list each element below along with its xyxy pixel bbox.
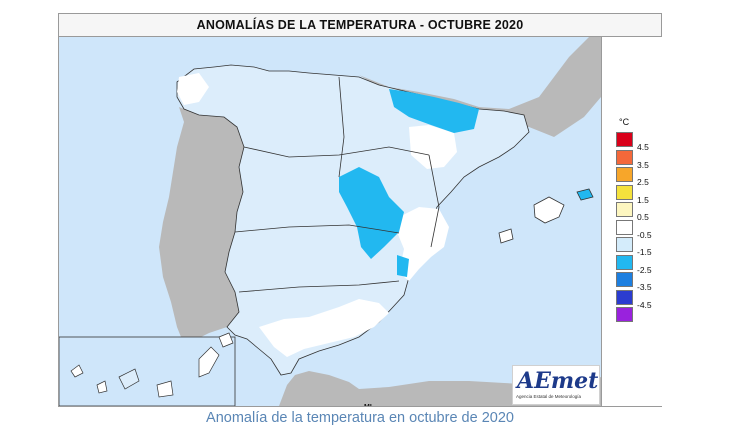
legend-swatch (616, 307, 633, 322)
legend-label: 3.5 (637, 159, 649, 170)
legend-label: 2.5 (637, 177, 649, 187)
map-area: MI AEmet Agencia Estatal de Meteorología (59, 37, 601, 406)
legend-unit: °C (619, 117, 630, 127)
legend-swatch (616, 184, 633, 200)
map-frame: ANOMALÍAS DE LA TEMPERATURA - OCTUBRE 20… (58, 13, 662, 407)
strong-anomaly-spot (397, 255, 409, 277)
legend-label: -0.5 (637, 229, 652, 240)
legend-label: 1.5 (637, 194, 649, 205)
legend-swatch (616, 167, 633, 182)
melilla-label: MI (364, 404, 372, 406)
legend-label: 4.5 (637, 142, 649, 152)
map-title: ANOMALÍAS DE LA TEMPERATURA - OCTUBRE 20… (59, 14, 661, 37)
canary-island-4 (156, 380, 174, 398)
portugal-land (159, 107, 244, 339)
aemet-logo: AEmet Agencia Estatal de Meteorología (512, 365, 600, 405)
ibiza (498, 228, 514, 244)
aemet-logo-subtitle: Agencia Estatal de Meteorología (516, 394, 582, 399)
region-border-4 (338, 76, 345, 178)
legend-swatch (616, 149, 633, 165)
legend-label: -3.5 (637, 282, 652, 292)
menorca (576, 188, 594, 201)
canary-island-3 (118, 368, 140, 390)
neutral-zone-south (259, 299, 389, 357)
canary-island-1 (70, 364, 84, 378)
canary-island-2 (96, 380, 108, 394)
neutral-zone-ebro (409, 125, 457, 169)
legend-swatch (616, 289, 633, 305)
aemet-logo-text: AEmet (517, 368, 599, 394)
legend-label: -2.5 (637, 264, 652, 275)
legend-swatch (616, 254, 633, 270)
neutral-zone-east (397, 207, 449, 281)
region-border-1 (243, 146, 430, 158)
legend-label: 0.5 (637, 212, 649, 222)
strong-anomaly-north (389, 89, 479, 133)
neutral-zone-galicia (177, 73, 209, 105)
legend-swatch (616, 132, 633, 147)
legend-swatch (616, 272, 633, 287)
legend-label: -1.5 (637, 247, 652, 257)
figure-caption: Anomalía de la temperatura en octubre de… (206, 410, 514, 426)
region-border-3 (238, 280, 400, 293)
canary-island-5 (198, 346, 220, 378)
strong-anomaly-center (339, 167, 404, 259)
canary-island-6 (218, 332, 234, 348)
legend: °C 4.5 3.5 2.5 1.5 0.5 -0.5 -1.5 -2.5 -3.5 -4.5 (601, 37, 662, 406)
region-border-5 (428, 154, 440, 248)
mallorca (533, 196, 565, 224)
region-border-2 (234, 224, 400, 234)
legend-swatch (616, 237, 633, 252)
france-land (359, 37, 601, 137)
legend-swatch (616, 202, 633, 217)
legend-label: -4.5 (637, 299, 652, 310)
anomaly-map (59, 37, 601, 406)
legend-swatch (616, 219, 633, 235)
